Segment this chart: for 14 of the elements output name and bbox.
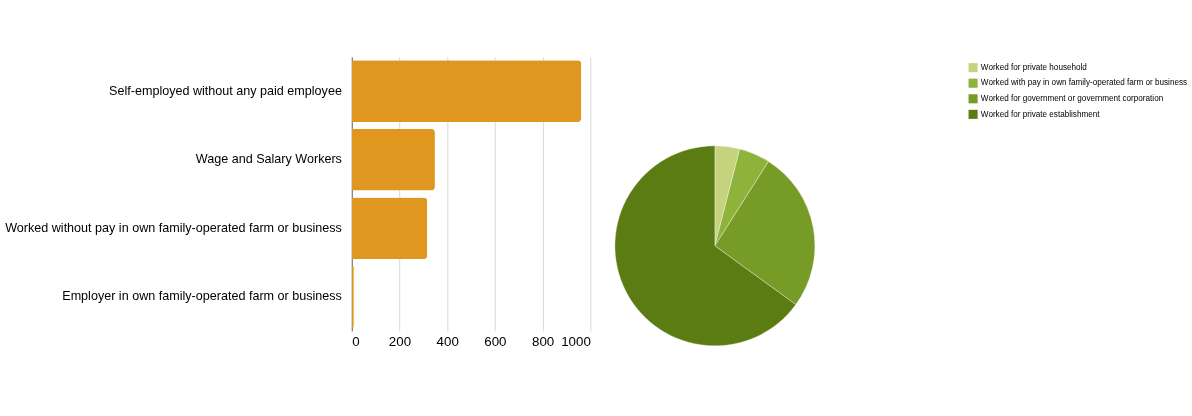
x-tick-label: 200 xyxy=(388,334,412,350)
x-tick-label: 800 xyxy=(531,334,555,350)
x-tick-label: 400 xyxy=(436,334,459,350)
y-tick-label: Self-employed without any paid employee xyxy=(109,83,342,98)
legend-label: Worked with pay in own family-operated farm or business xyxy=(980,78,1188,88)
y-tick-label: Employer in own family-operated farm or business xyxy=(62,289,342,304)
legend-label: Worked for private establishment xyxy=(980,109,1101,119)
x-tick-label: 0 xyxy=(352,334,360,350)
x-tick-label: 1000 xyxy=(561,334,591,350)
x-tick-label: 600 xyxy=(484,334,507,350)
legend-label: Worked for government or government corporation xyxy=(980,94,1164,104)
y-tick-label: Worked without pay in own family-operated farm or business xyxy=(5,220,342,235)
y-tick-label: Wage and Salary Workers xyxy=(195,152,342,167)
legend-label: Worked for private household xyxy=(980,62,1087,72)
